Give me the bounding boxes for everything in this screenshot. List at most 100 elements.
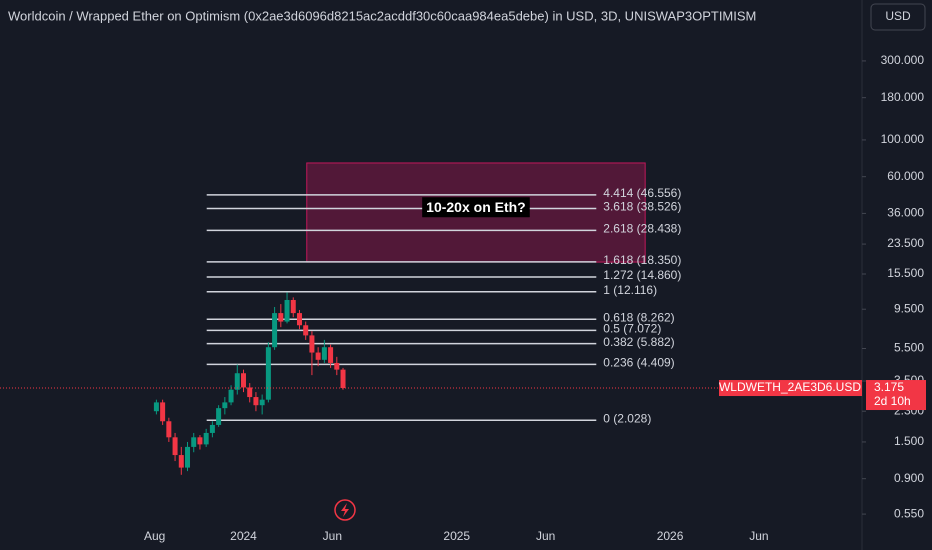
candle-body xyxy=(334,362,340,370)
candle xyxy=(197,435,203,450)
candle-body xyxy=(278,313,284,322)
candle-body xyxy=(321,347,327,360)
candle-body xyxy=(222,402,228,409)
fib-label: 1.272 (14.860) xyxy=(603,268,681,282)
fib-label: 0 (2.028) xyxy=(603,411,651,425)
y-tick-label: 60.000 xyxy=(887,169,924,183)
y-tick-label: 23.500 xyxy=(887,236,924,250)
y-tick-label: 100.000 xyxy=(881,132,925,146)
candle xyxy=(290,297,296,318)
y-tick-label: 36.000 xyxy=(887,206,924,220)
candle xyxy=(185,441,191,472)
price-label-bg xyxy=(866,380,926,411)
candle xyxy=(315,347,321,367)
x-tick-label: Jun xyxy=(749,529,768,543)
candle xyxy=(278,304,284,328)
candle-body xyxy=(315,352,321,360)
y-tick-label: 15.500 xyxy=(887,266,924,280)
y-tick-label: 180.000 xyxy=(881,90,925,104)
candle-body xyxy=(290,299,296,314)
candle-body xyxy=(160,402,166,422)
candle-body xyxy=(309,335,315,353)
y-tick-label: 300.000 xyxy=(881,53,925,67)
fib-label: 4.414 (46.556) xyxy=(603,186,681,200)
candle-body xyxy=(253,397,259,406)
candle xyxy=(340,367,346,390)
fib-label: 3.618 (38.526) xyxy=(603,200,681,214)
candle xyxy=(203,428,209,447)
candle xyxy=(259,394,265,415)
fib-label: 1 (12.116) xyxy=(603,283,657,297)
candle-body xyxy=(272,313,278,348)
candle-body xyxy=(234,373,240,390)
candle xyxy=(303,321,309,340)
candle xyxy=(172,432,178,462)
candle-body xyxy=(153,402,159,412)
candle-body xyxy=(247,387,253,398)
candle xyxy=(309,331,315,376)
candle-body xyxy=(328,347,334,363)
candle-body xyxy=(209,424,215,433)
candle-body xyxy=(197,437,203,445)
candle xyxy=(328,344,334,368)
y-tick-label: 0.900 xyxy=(894,471,924,485)
currency-button[interactable] xyxy=(870,3,926,31)
candle xyxy=(334,356,340,376)
x-tick-label: 2026 xyxy=(657,529,684,543)
x-tick-label: 2025 xyxy=(443,529,470,543)
candle xyxy=(296,309,302,330)
fib-label: 2.618 (28.438) xyxy=(603,222,681,236)
candle xyxy=(284,292,290,324)
candle-body xyxy=(240,373,246,388)
annotation: 10-20x on Eth? xyxy=(426,199,526,215)
candle xyxy=(321,339,327,363)
candle-body xyxy=(303,325,309,336)
fib-label: 0.382 (5.882) xyxy=(603,335,674,349)
candle xyxy=(216,405,222,427)
candle-body xyxy=(265,347,271,400)
symbol-label-bg xyxy=(719,380,862,397)
y-tick-label: 9.500 xyxy=(894,301,924,315)
candle-body xyxy=(284,299,290,322)
candle-body xyxy=(191,437,197,447)
fib-label: 0.5 (7.072) xyxy=(603,322,661,336)
currency-label: USD xyxy=(885,9,911,23)
candle-body xyxy=(172,437,178,456)
icon-bolt xyxy=(341,503,349,517)
annotation-bg xyxy=(422,197,530,218)
x-tick-label: Jun xyxy=(323,529,342,543)
candle xyxy=(265,342,271,403)
candle xyxy=(247,383,253,403)
candle xyxy=(234,364,240,395)
candle-body xyxy=(340,369,346,389)
countdown-label: 2d 10h xyxy=(874,394,911,408)
candle xyxy=(228,385,234,406)
x-tick-label: Jun xyxy=(536,529,555,543)
fib-label: 0.618 (8.262) xyxy=(603,310,674,324)
candle xyxy=(166,417,172,442)
candle xyxy=(253,392,259,412)
fib-label: 1.618 (18.350) xyxy=(603,253,681,267)
candle xyxy=(191,432,197,453)
candle xyxy=(153,399,159,415)
candle-body xyxy=(259,399,265,406)
candle xyxy=(222,397,228,415)
y-tick-label: 1.500 xyxy=(894,434,924,448)
candle-body xyxy=(203,432,209,445)
candle-body xyxy=(166,421,172,438)
x-tick-label: Aug xyxy=(144,529,165,543)
candle-body xyxy=(185,446,191,468)
candle-body xyxy=(228,389,234,403)
candle-body xyxy=(178,455,184,468)
candle xyxy=(178,446,184,475)
icon-circle xyxy=(334,499,356,521)
fib-label: 0.236 (4.409) xyxy=(603,356,674,370)
symbol-label: WLDWETH_2AE3D6.USD xyxy=(719,380,861,394)
y-tick-label: 5.500 xyxy=(894,341,924,355)
lightning-icon[interactable] xyxy=(334,499,356,521)
price-label: 3.175 xyxy=(874,380,904,394)
y-tick-label: 0.550 xyxy=(894,506,924,520)
